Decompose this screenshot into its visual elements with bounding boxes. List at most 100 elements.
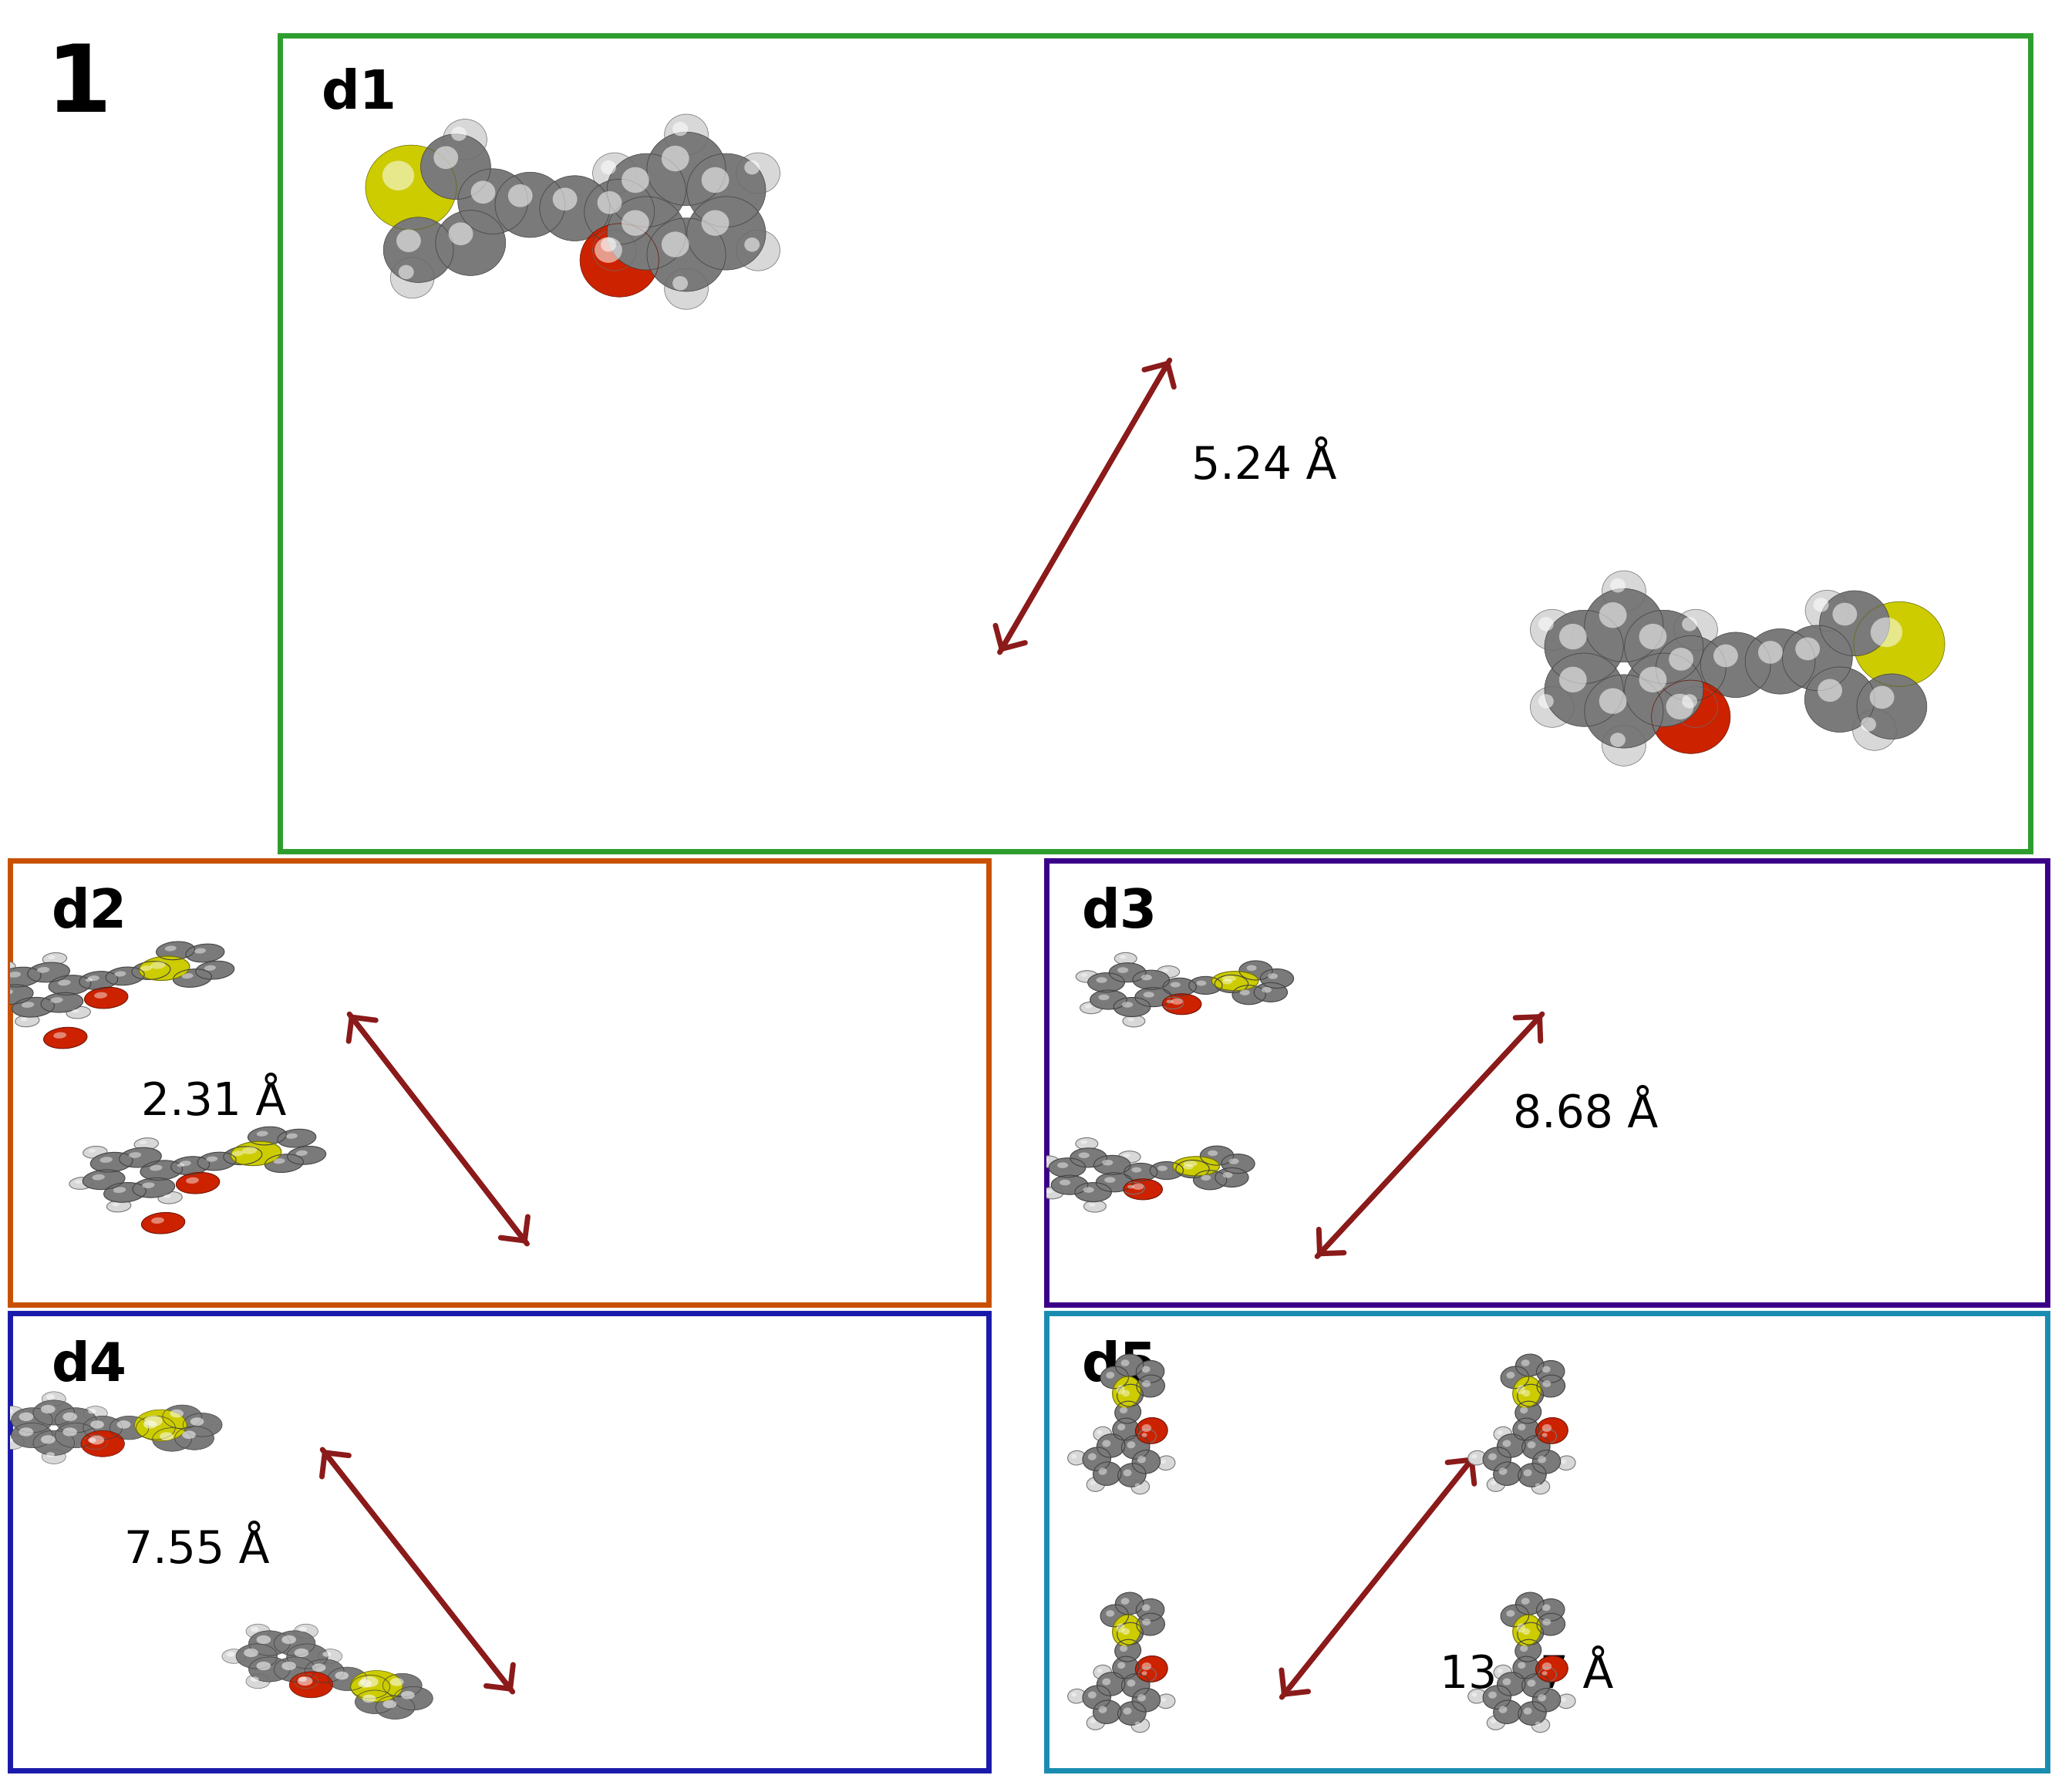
Circle shape — [702, 210, 729, 237]
Circle shape — [1651, 681, 1730, 754]
Text: 2.31 Å: 2.31 Å — [141, 1081, 286, 1124]
Ellipse shape — [249, 1127, 286, 1145]
Circle shape — [601, 159, 615, 174]
Ellipse shape — [1515, 1593, 1544, 1615]
Ellipse shape — [1115, 1640, 1142, 1661]
Ellipse shape — [1533, 1688, 1560, 1711]
Circle shape — [1600, 688, 1627, 713]
Circle shape — [1558, 624, 1587, 649]
Ellipse shape — [1098, 1468, 1106, 1475]
Ellipse shape — [1102, 1159, 1113, 1165]
Ellipse shape — [133, 1177, 174, 1197]
Circle shape — [435, 210, 506, 276]
Ellipse shape — [1229, 1158, 1239, 1165]
Ellipse shape — [8, 971, 21, 978]
Ellipse shape — [1494, 1426, 1513, 1441]
Circle shape — [290, 1672, 334, 1697]
Circle shape — [46, 1394, 54, 1400]
Circle shape — [539, 176, 609, 240]
Circle shape — [1602, 726, 1645, 765]
Circle shape — [323, 1652, 332, 1658]
Ellipse shape — [1094, 1426, 1111, 1441]
Circle shape — [319, 1649, 342, 1663]
Circle shape — [1624, 652, 1703, 726]
Circle shape — [56, 1423, 97, 1448]
Ellipse shape — [54, 1032, 66, 1039]
Ellipse shape — [1513, 1417, 1539, 1441]
Ellipse shape — [1484, 1686, 1510, 1710]
Ellipse shape — [1142, 1366, 1150, 1373]
Ellipse shape — [1506, 1611, 1515, 1616]
Ellipse shape — [139, 1142, 147, 1145]
Ellipse shape — [1517, 1624, 1525, 1633]
Circle shape — [1805, 667, 1875, 733]
Ellipse shape — [48, 975, 91, 995]
Ellipse shape — [1082, 1140, 1088, 1143]
Ellipse shape — [1537, 1613, 1564, 1636]
Ellipse shape — [1075, 1183, 1111, 1202]
Ellipse shape — [1088, 1453, 1096, 1460]
Ellipse shape — [1104, 1177, 1115, 1183]
Ellipse shape — [1160, 1697, 1167, 1702]
Circle shape — [1610, 733, 1624, 747]
Circle shape — [41, 1435, 56, 1444]
Ellipse shape — [1067, 1452, 1086, 1466]
Ellipse shape — [1138, 1457, 1146, 1462]
Ellipse shape — [1138, 1430, 1156, 1444]
Ellipse shape — [1142, 1672, 1148, 1676]
Ellipse shape — [1502, 1679, 1510, 1684]
Ellipse shape — [44, 1027, 87, 1048]
Ellipse shape — [195, 961, 234, 978]
Ellipse shape — [1113, 1417, 1140, 1441]
Circle shape — [1745, 629, 1815, 694]
Circle shape — [298, 1627, 307, 1633]
Ellipse shape — [1086, 1005, 1092, 1009]
Ellipse shape — [1131, 1450, 1160, 1473]
Ellipse shape — [1488, 1453, 1496, 1460]
Ellipse shape — [15, 1014, 39, 1027]
Circle shape — [702, 167, 729, 194]
Ellipse shape — [1488, 1692, 1496, 1699]
Circle shape — [1682, 694, 1697, 708]
Ellipse shape — [1214, 975, 1247, 993]
Ellipse shape — [1086, 1715, 1104, 1729]
Circle shape — [394, 1686, 433, 1710]
Ellipse shape — [1088, 973, 1125, 993]
Circle shape — [282, 1661, 296, 1670]
Bar — [280, 36, 2031, 851]
Text: d5: d5 — [1082, 1340, 1158, 1392]
Ellipse shape — [1075, 1138, 1098, 1150]
Circle shape — [33, 1430, 75, 1455]
Text: d3: d3 — [1082, 887, 1158, 939]
Text: d1: d1 — [321, 68, 396, 120]
Ellipse shape — [1527, 1679, 1535, 1686]
Ellipse shape — [1212, 971, 1258, 991]
Ellipse shape — [1521, 1407, 1527, 1414]
Circle shape — [247, 1624, 269, 1638]
Ellipse shape — [1138, 1613, 1164, 1636]
Circle shape — [1585, 590, 1664, 661]
Text: 13.67 Å: 13.67 Å — [1440, 1654, 1614, 1697]
Ellipse shape — [1123, 1179, 1162, 1199]
Circle shape — [396, 229, 421, 253]
Ellipse shape — [149, 1165, 162, 1170]
Ellipse shape — [1183, 1165, 1193, 1170]
Ellipse shape — [104, 1183, 145, 1202]
Ellipse shape — [1057, 1163, 1069, 1168]
Ellipse shape — [1488, 1715, 1504, 1729]
Ellipse shape — [1500, 1604, 1529, 1627]
Circle shape — [622, 167, 649, 194]
Ellipse shape — [1123, 1014, 1146, 1027]
Circle shape — [83, 1435, 108, 1450]
Ellipse shape — [1260, 969, 1293, 987]
Ellipse shape — [151, 1217, 164, 1224]
Ellipse shape — [106, 968, 145, 986]
Ellipse shape — [1160, 1459, 1167, 1464]
Ellipse shape — [1214, 1168, 1249, 1186]
Circle shape — [443, 118, 487, 159]
Ellipse shape — [174, 969, 211, 987]
Ellipse shape — [1142, 1618, 1150, 1625]
Ellipse shape — [1042, 1158, 1048, 1161]
Ellipse shape — [176, 1163, 184, 1167]
Circle shape — [350, 1676, 390, 1699]
